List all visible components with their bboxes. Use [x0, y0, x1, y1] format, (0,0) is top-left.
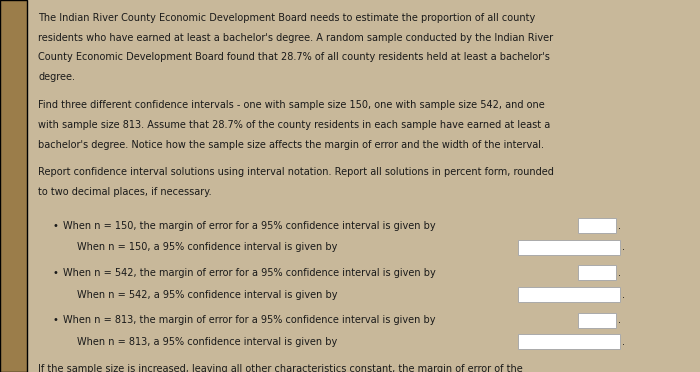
FancyBboxPatch shape: [578, 218, 616, 233]
Text: .: .: [622, 242, 624, 252]
FancyBboxPatch shape: [518, 287, 620, 302]
Text: •: •: [52, 221, 58, 231]
Text: to two decimal places, if necessary.: to two decimal places, if necessary.: [38, 187, 212, 197]
Text: .: .: [622, 337, 624, 347]
Text: County Economic Development Board found that 28.7% of all county residents held : County Economic Development Board found …: [38, 52, 550, 62]
Text: bachelor's degree. Notice how the sample size affects the margin of error and th: bachelor's degree. Notice how the sample…: [38, 140, 545, 150]
Text: Report confidence interval solutions using interval notation. Report all solutio: Report confidence interval solutions usi…: [38, 167, 554, 177]
Text: •: •: [52, 268, 58, 278]
Text: When n = 813, the margin of error for a 95% confidence interval is given by: When n = 813, the margin of error for a …: [63, 315, 435, 325]
Text: .: .: [618, 268, 621, 278]
Text: .: .: [618, 221, 621, 231]
FancyBboxPatch shape: [578, 265, 616, 280]
Text: The Indian River County Economic Development Board needs to estimate the proport: The Indian River County Economic Develop…: [38, 13, 536, 23]
Text: When n = 542, a 95% confidence interval is given by: When n = 542, a 95% confidence interval …: [77, 289, 337, 299]
FancyBboxPatch shape: [518, 334, 620, 349]
Text: with sample size 813. Assume that 28.7% of the county residents in each sample h: with sample size 813. Assume that 28.7% …: [38, 120, 551, 130]
Text: When n = 813, a 95% confidence interval is given by: When n = 813, a 95% confidence interval …: [77, 337, 337, 347]
Text: When n = 150, a 95% confidence interval is given by: When n = 150, a 95% confidence interval …: [77, 242, 337, 252]
Text: residents who have earned at least a bachelor's degree. A random sample conducte: residents who have earned at least a bac…: [38, 33, 554, 43]
Text: When n = 150, the margin of error for a 95% confidence interval is given by: When n = 150, the margin of error for a …: [63, 221, 435, 231]
Text: If the sample size is increased, leaving all other characteristics constant, the: If the sample size is increased, leaving…: [38, 365, 524, 372]
Text: .: .: [618, 315, 621, 325]
Text: degree.: degree.: [38, 72, 76, 82]
FancyBboxPatch shape: [578, 313, 616, 328]
FancyBboxPatch shape: [0, 0, 27, 372]
Text: Find three different confidence intervals - one with sample size 150, one with s: Find three different confidence interval…: [38, 100, 545, 110]
FancyBboxPatch shape: [518, 240, 620, 255]
Text: •: •: [52, 315, 58, 325]
Text: .: .: [622, 289, 624, 299]
Text: When n = 542, the margin of error for a 95% confidence interval is given by: When n = 542, the margin of error for a …: [63, 268, 435, 278]
